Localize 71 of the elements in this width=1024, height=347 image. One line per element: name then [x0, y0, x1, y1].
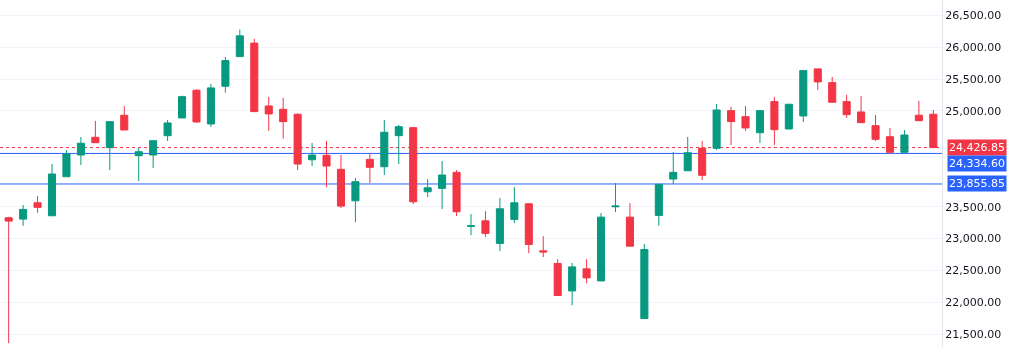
candlestick	[654, 183, 663, 227]
candlestick	[842, 94, 851, 119]
candlestick	[4, 216, 13, 344]
y-tick-label: 23,000.00	[945, 232, 1002, 246]
candlestick	[365, 152, 374, 184]
candlestick	[727, 106, 736, 146]
candlestick	[19, 204, 28, 227]
candlestick	[495, 197, 504, 252]
candlestick	[871, 114, 880, 142]
candlestick	[900, 129, 909, 153]
candlestick	[47, 163, 57, 217]
candlestick	[611, 182, 620, 213]
candlestick	[828, 76, 837, 103]
candlestick	[596, 212, 606, 282]
y-tick-label: 26,500.00	[945, 9, 1002, 23]
candlestick	[221, 56, 230, 94]
y-tick-label: 23,500.00	[945, 200, 1002, 214]
candlestick	[192, 88, 201, 124]
y-tick-label: 25,000.00	[945, 104, 1002, 118]
candlestick	[452, 169, 461, 217]
candlestick	[308, 142, 317, 167]
candlestick	[510, 186, 519, 224]
candlestick	[264, 96, 273, 132]
ref-line-label: 23,855.85	[949, 177, 1005, 190]
candlestick	[394, 124, 403, 165]
candlestick	[466, 213, 476, 236]
candlestick	[91, 120, 100, 144]
candlestick	[741, 105, 750, 132]
candlestick	[755, 110, 764, 144]
candlestick	[380, 119, 389, 176]
candlestick	[33, 195, 42, 214]
candlestick	[438, 160, 447, 210]
y-tick-label: 21,500.00	[945, 328, 1002, 342]
candlestick	[105, 121, 114, 171]
candlestick	[163, 119, 172, 142]
candlestick	[279, 97, 288, 140]
candlestick	[813, 68, 822, 91]
candlestick	[914, 100, 923, 122]
candlestick	[120, 105, 129, 131]
ref-line-label: 24,334.60	[949, 157, 1005, 170]
y-tick-label: 25,500.00	[945, 72, 1002, 86]
ref-line-label: 24,426.85	[949, 141, 1005, 154]
candlestick	[62, 149, 71, 178]
candlestick	[524, 202, 533, 254]
candlestick	[582, 258, 591, 284]
candlestick	[799, 70, 808, 123]
y-tick-label: 26,000.00	[945, 41, 1002, 55]
candlestick	[539, 235, 548, 258]
candlestick	[770, 96, 779, 146]
candlestick	[423, 178, 432, 198]
y-tick-label: 22,500.00	[945, 264, 1002, 278]
candlestick	[857, 95, 866, 124]
candlestick	[625, 202, 634, 247]
candlestick	[178, 95, 187, 119]
candlestick	[669, 151, 678, 185]
y-tick-label: 22,000.00	[945, 296, 1002, 310]
candlestick	[134, 147, 143, 182]
candlestick	[683, 136, 692, 172]
candlestick	[712, 103, 721, 151]
candlestick	[235, 29, 244, 58]
candlestick	[568, 262, 577, 306]
candlestick	[481, 210, 490, 238]
candlestick	[351, 177, 360, 223]
candlestick	[206, 83, 215, 128]
candlestick	[250, 38, 259, 113]
candlestick	[784, 103, 793, 130]
candlestick	[553, 258, 562, 297]
candlestick	[149, 140, 158, 169]
candlestick	[336, 154, 346, 209]
candlestick	[640, 243, 649, 320]
candlestick	[76, 136, 85, 166]
